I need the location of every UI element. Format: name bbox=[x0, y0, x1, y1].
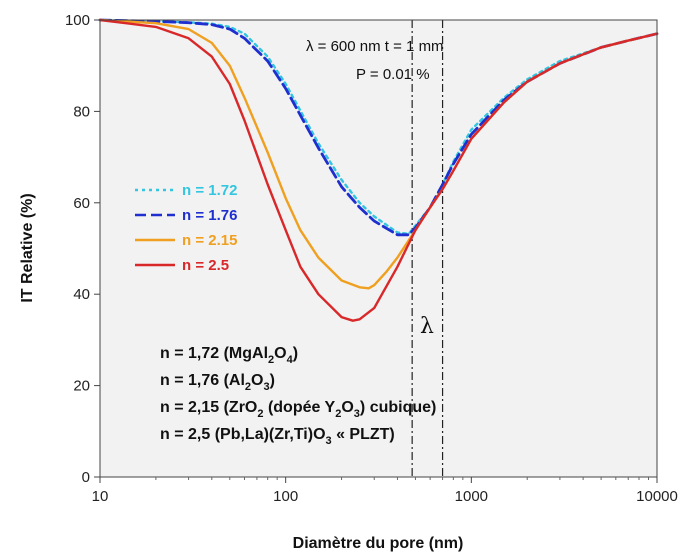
x-tick-label: 10000 bbox=[636, 488, 678, 505]
y-tick-label: 20 bbox=[73, 378, 90, 395]
material-n: n = 2,5 bbox=[160, 426, 215, 443]
y-tick-label: 80 bbox=[73, 103, 90, 120]
formula-text: (ZrO bbox=[224, 399, 258, 416]
legend-label: n = 1.72 bbox=[182, 182, 237, 199]
x-tick-label: 100 bbox=[273, 488, 298, 505]
formula-text: (Pb,La)(Zr,Ti)O bbox=[215, 426, 326, 443]
formula-text: ) bbox=[270, 372, 275, 389]
x-tick-label: 1000 bbox=[455, 488, 488, 505]
conditions-line-2: P = 0.01 % bbox=[356, 66, 430, 83]
x-axis-label: Diamètre du pore (nm) bbox=[293, 535, 464, 552]
legend-label: n = 2.5 bbox=[182, 257, 229, 274]
material-n: n = 1,72 bbox=[160, 345, 224, 362]
y-tick-label: 40 bbox=[73, 286, 90, 303]
subscript: 3 bbox=[264, 381, 270, 393]
lambda-band bbox=[411, 20, 444, 477]
formula-text: « PLZT) bbox=[332, 426, 395, 443]
material-n: n = 1,76 bbox=[160, 372, 224, 389]
series-line-25 bbox=[98, 18, 659, 322]
formula-text: O bbox=[274, 345, 286, 362]
material-n: n = 2,15 bbox=[160, 399, 224, 416]
formula-text: O bbox=[251, 372, 263, 389]
y-axis-ticks: 0 20 40 60 80 100 bbox=[65, 12, 100, 486]
formula-text: ) bbox=[293, 345, 298, 362]
formula-text: (MgAl bbox=[224, 345, 268, 362]
plot-frame bbox=[99, 19, 658, 478]
y-tick-label: 100 bbox=[65, 12, 90, 29]
legend-label: n = 2.15 bbox=[182, 232, 237, 249]
series-line-172 bbox=[98, 18, 659, 236]
subscript: 3 bbox=[326, 435, 332, 447]
formula-text: (Al bbox=[224, 372, 245, 389]
legend: n = 1.72 n = 1.76 n = 2.15 n = 2.5 bbox=[135, 182, 237, 274]
material-entry: n = 1,72 (MgAl2​O4​) bbox=[160, 345, 298, 366]
x-tick-label: 10 bbox=[92, 488, 109, 505]
material-entry: n = 2,15 (ZrO2​ (dopée Y2​O3​) cubique) bbox=[160, 399, 436, 420]
series-group bbox=[98, 18, 659, 322]
y-tick-label: 60 bbox=[73, 195, 90, 212]
subscript: 2 bbox=[257, 408, 263, 420]
subscript: 4 bbox=[287, 354, 294, 366]
subscript: 2 bbox=[335, 408, 341, 420]
materials-list: n = 1,72 (MgAl2​O4​)n = 1,76 (Al2​O3​)n … bbox=[160, 345, 436, 447]
y-axis-label: IT Relative (%) bbox=[19, 193, 36, 302]
subscript: 2 bbox=[245, 381, 251, 393]
plot-background bbox=[100, 20, 657, 477]
formula-text: O bbox=[341, 399, 353, 416]
legend-label: n = 1.76 bbox=[182, 207, 237, 224]
y-tick-label: 0 bbox=[82, 469, 90, 486]
x-axis-ticks: 10 100 1000 10000 bbox=[92, 477, 678, 505]
subscript: 3 bbox=[354, 408, 360, 420]
material-entry: n = 1,76 (Al2​O3​) bbox=[160, 372, 275, 393]
material-entry: n = 2,5 (Pb,La)(Zr,Ti)O3​ « PLZT) bbox=[160, 426, 395, 447]
formula-text: ) cubique) bbox=[360, 399, 436, 416]
lambda-symbol: λ bbox=[420, 314, 434, 339]
subscript: 2 bbox=[268, 354, 274, 366]
conditions-line-1: λ = 600 nm t = 1 mm bbox=[306, 38, 444, 55]
formula-text: (dopée Y bbox=[264, 399, 336, 416]
